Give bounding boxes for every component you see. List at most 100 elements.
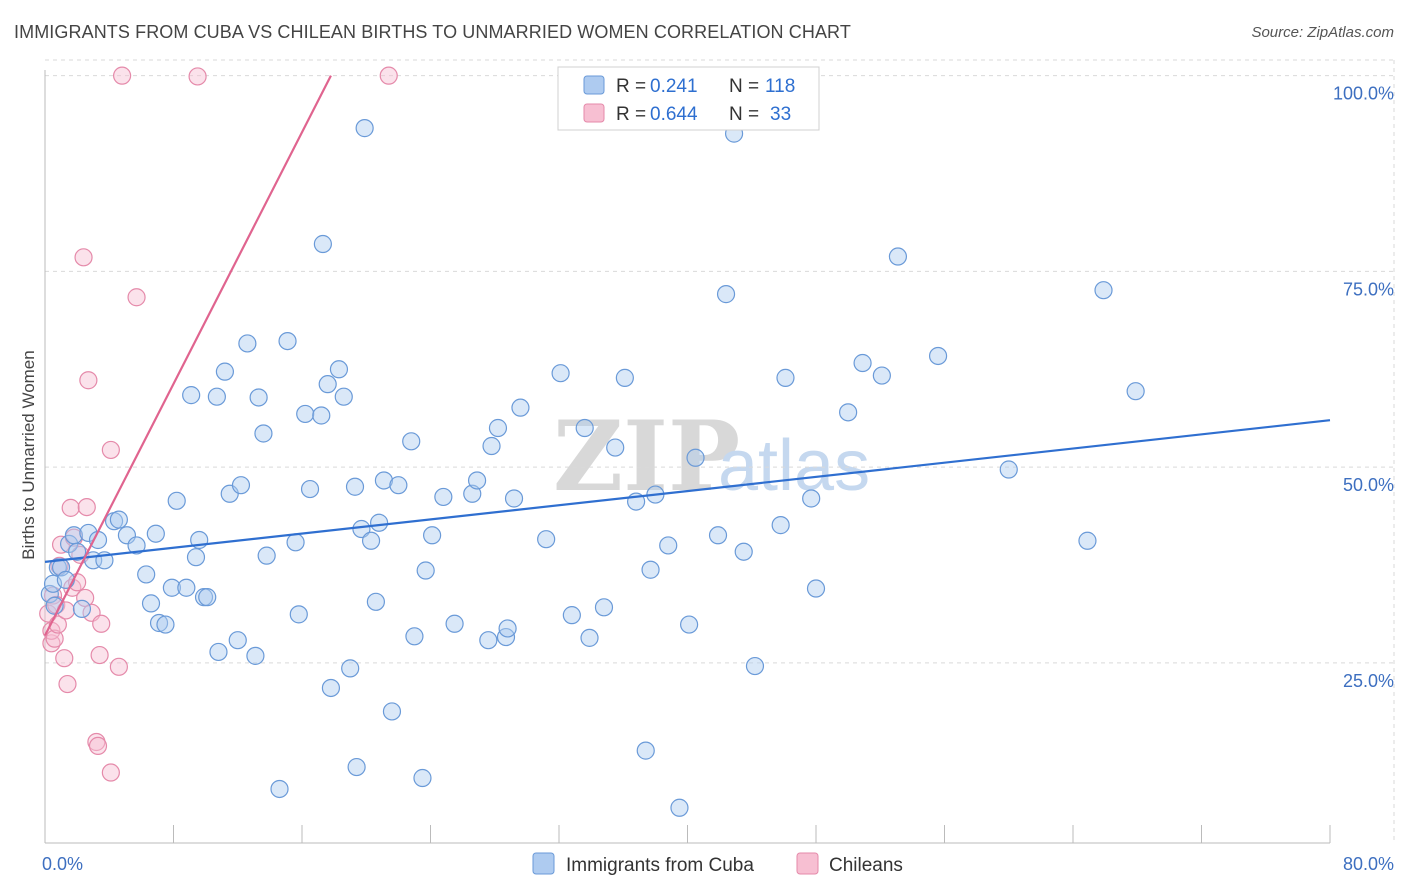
point-cuba xyxy=(300,479,320,499)
point-cuba xyxy=(479,631,498,650)
y-tick-label: 25.0% xyxy=(1343,671,1394,691)
point-chile xyxy=(112,66,132,85)
point-cuba xyxy=(238,334,257,353)
x-tick-label: 80.0% xyxy=(1343,854,1394,874)
point-cuba xyxy=(289,605,308,624)
series-chileans xyxy=(39,66,398,782)
point-chile xyxy=(79,371,98,390)
trend-line-cuba xyxy=(44,419,1331,563)
point-cuba xyxy=(257,546,276,565)
legend-n-value-cuba: 118 xyxy=(765,76,795,97)
point-cuba xyxy=(670,798,689,817)
point-chile xyxy=(127,288,146,307)
legend-r-value-chile: 0.644 xyxy=(650,104,698,125)
point-cuba xyxy=(56,570,75,590)
watermark: ZIP atlas xyxy=(553,400,870,513)
point-chile xyxy=(88,736,108,756)
point-cuba xyxy=(209,642,228,662)
point-cuba xyxy=(511,398,530,417)
point-cuba xyxy=(537,530,556,549)
point-chile xyxy=(379,66,398,85)
point-cuba xyxy=(141,594,161,613)
point-cuba xyxy=(580,628,599,647)
point-cuba xyxy=(853,353,872,373)
point-chile xyxy=(101,763,120,782)
point-cuba xyxy=(999,460,1018,479)
point-cuba xyxy=(1094,281,1113,300)
point-cuba xyxy=(1126,382,1145,401)
point-cuba xyxy=(318,375,337,394)
point-cuba xyxy=(802,489,821,508)
point-cuba xyxy=(708,526,728,545)
point-cuba xyxy=(156,615,175,634)
point-chile xyxy=(45,629,64,648)
x-tick-label: 0.0% xyxy=(42,854,83,874)
point-cuba xyxy=(137,565,156,584)
point-chile xyxy=(101,440,120,460)
point-cuba xyxy=(405,627,424,646)
point-cuba xyxy=(347,757,366,777)
point-cuba xyxy=(413,768,432,788)
point-cuba xyxy=(345,477,365,496)
point-cuba xyxy=(928,346,948,366)
bottom-legend-label-cuba: Immigrants from Cuba xyxy=(566,855,754,876)
y-axis-title: Births to Unmarried Women xyxy=(19,350,38,559)
point-cuba xyxy=(334,387,353,406)
point-cuba xyxy=(146,524,165,543)
legend-r-label-chile: R = xyxy=(616,104,646,125)
point-cuba xyxy=(313,234,332,254)
point-cuba xyxy=(776,368,795,387)
point-cuba xyxy=(286,533,305,552)
y-tick-label: 100.0% xyxy=(1333,84,1394,104)
source-label: Source: ZipAtlas.com xyxy=(1251,24,1394,41)
point-cuba xyxy=(109,510,128,529)
point-chile xyxy=(90,645,109,665)
point-cuba xyxy=(270,779,289,799)
point-cuba xyxy=(734,542,753,561)
point-cuba xyxy=(686,448,705,467)
y-tick-label: 75.0% xyxy=(1343,279,1394,299)
point-chile xyxy=(188,67,207,86)
legend-n-label-cuba: N = xyxy=(729,76,759,97)
point-cuba xyxy=(498,619,517,638)
point-cuba xyxy=(40,584,59,604)
point-cuba xyxy=(228,631,247,650)
point-cuba xyxy=(182,386,201,405)
point-cuba xyxy=(771,516,790,535)
y-tick-label: 50.0% xyxy=(1343,475,1394,495)
point-cuba xyxy=(641,560,660,579)
point-cuba xyxy=(312,406,331,425)
point-cuba xyxy=(296,404,315,424)
point-cuba xyxy=(366,592,385,611)
point-cuba xyxy=(162,578,181,597)
point-cuba xyxy=(806,579,826,598)
point-cuba xyxy=(434,487,453,507)
point-cuba xyxy=(361,531,381,550)
point-cuba xyxy=(329,360,349,379)
point-cuba xyxy=(215,362,234,381)
point-cuba xyxy=(167,491,186,510)
point-cuba xyxy=(127,536,146,555)
point-chile xyxy=(58,674,77,694)
point-cuba xyxy=(254,424,273,443)
point-cuba xyxy=(482,436,501,456)
point-cuba xyxy=(551,364,570,383)
point-cuba xyxy=(716,285,736,304)
legend-n-value-chile: 33 xyxy=(770,104,791,125)
axes xyxy=(44,70,1331,844)
point-chile xyxy=(92,614,111,633)
point-cuba xyxy=(249,388,268,407)
point-cuba xyxy=(370,513,389,532)
bottom-legend: Immigrants from Cuba Chileans xyxy=(532,852,903,876)
point-cuba xyxy=(745,656,765,676)
legend-swatch-cuba xyxy=(583,75,605,95)
point-chile xyxy=(74,248,93,267)
point-cuba xyxy=(839,403,858,422)
point-cuba xyxy=(389,476,408,495)
point-cuba xyxy=(355,119,374,138)
point-cuba xyxy=(467,471,487,490)
point-cuba xyxy=(1078,531,1097,550)
legend-r-value-cuba: 0.241 xyxy=(650,76,698,97)
point-chile xyxy=(77,497,96,517)
